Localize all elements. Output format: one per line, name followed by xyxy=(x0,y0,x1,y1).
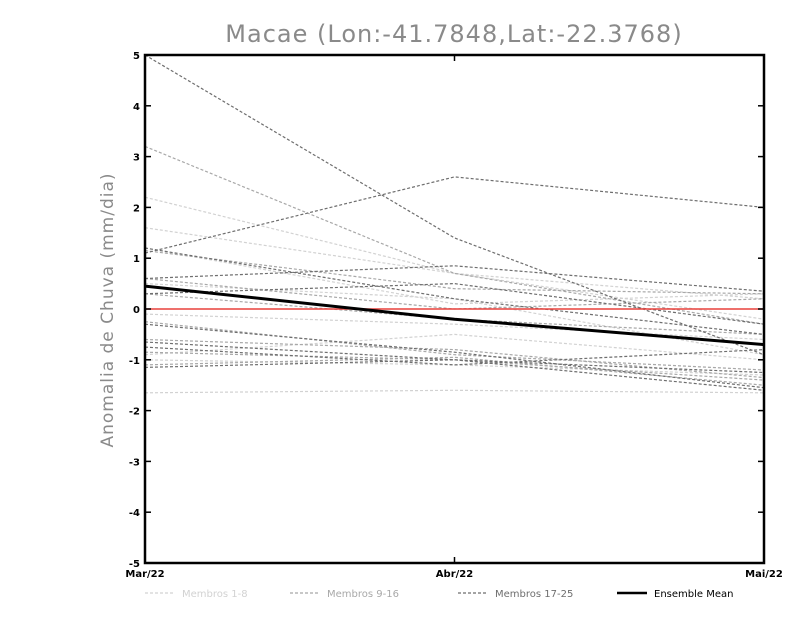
series-line-member-20 xyxy=(145,265,764,292)
x-tick-label: Mar/22 xyxy=(125,569,164,580)
legend-label: Membros 9-16 xyxy=(327,589,399,600)
y-tick-label: 4 xyxy=(133,102,140,113)
series-line-member-17 xyxy=(145,55,764,356)
series-line-member-2 xyxy=(145,227,764,320)
series-line-member-21 xyxy=(145,282,764,325)
series-line-member-15 xyxy=(145,351,764,381)
y-tick-label: -2 xyxy=(129,407,140,418)
chart-title: Macae (Lon:-41.7848,Lat:-22.3768) xyxy=(225,20,682,48)
legend-label: Membros 1-8 xyxy=(182,589,248,600)
y-tick-label: 3 xyxy=(133,153,140,164)
y-tick-label: -4 xyxy=(129,508,140,519)
y-tick-label: 0 xyxy=(133,305,140,316)
x-axis-ticks: Mar/22 Abr/22 Mai/22 xyxy=(125,55,783,580)
series-line-member-10 xyxy=(145,250,764,295)
series-line-member-6 xyxy=(145,333,764,361)
series-line-member-5 xyxy=(145,313,764,341)
y-tick-label: 5 xyxy=(133,51,140,62)
series-line-member-7 xyxy=(145,359,764,376)
series-line-member-13 xyxy=(145,321,764,371)
y-tick-label: -1 xyxy=(129,356,140,367)
series-layer xyxy=(145,55,764,394)
legend-label: Ensemble Mean xyxy=(654,589,733,600)
y-tick-label: -3 xyxy=(129,457,140,468)
series-line-member-8 xyxy=(145,389,764,394)
series-line-member-25 xyxy=(145,359,764,391)
series-line-member-18 xyxy=(145,176,764,254)
ensemble-mean-line xyxy=(144,284,765,347)
y-tick-label: 2 xyxy=(133,203,140,214)
legend-label: Membros 17-25 xyxy=(495,589,573,600)
x-tick-label: Abr/22 xyxy=(436,569,473,580)
x-tick-label: Mai/22 xyxy=(745,569,783,580)
y-tick-label: 1 xyxy=(133,254,140,265)
y-tick-label: -5 xyxy=(129,559,140,570)
series-line-member-16 xyxy=(145,356,764,386)
series-line-member-3 xyxy=(145,247,764,305)
y-axis-ticks: 5 4 3 2 1 0 -1 -2 -3 -4 -5 xyxy=(129,51,764,570)
legend: Membros 1-8 Membros 9-16 Membros 17-25 Ense… xyxy=(145,589,733,600)
series-line-member-24 xyxy=(145,346,764,366)
y-axis-label: Anomalia de Chuva (mm/dia) xyxy=(98,172,118,447)
series-line-member-23 xyxy=(145,341,764,374)
series-line-member-1 xyxy=(145,196,764,300)
series-line-member-9 xyxy=(145,145,764,325)
series-line-member-22 xyxy=(145,323,764,389)
series-line-member-19 xyxy=(145,247,764,335)
